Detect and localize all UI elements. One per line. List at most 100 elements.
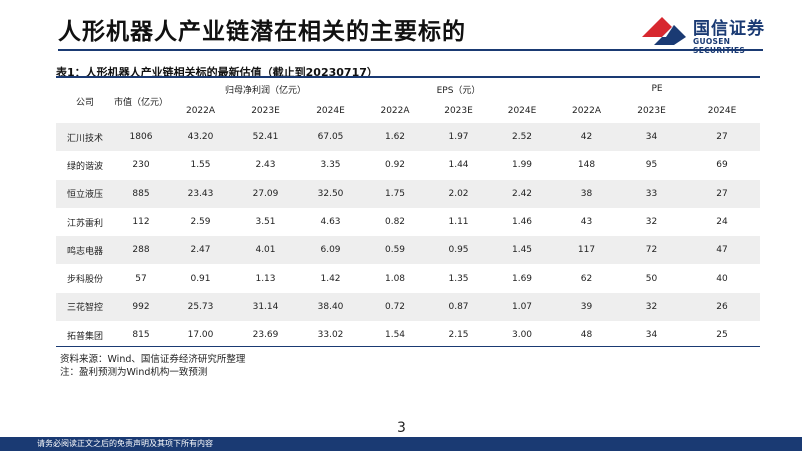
np-cell: 2.43 [233, 151, 298, 180]
table-row: 拓普集团 815 17.00 23.69 33.02 1.54 2.15 3.00 48 34 25 [56, 321, 761, 350]
np-cell: 6.09 [298, 236, 364, 265]
header-year: 2023E [444, 106, 473, 116]
eps-cell: 1.99 [490, 151, 555, 180]
market-cap-cell: 230 [114, 151, 168, 180]
pe-cell: 39 [554, 292, 620, 322]
table-row: 汇川技术 1806 43.20 52.41 67.05 1.62 1.97 2.52 42 34 2… [56, 123, 761, 152]
logo-name-cn: 国信证券 [693, 19, 765, 39]
note-line: 注：盈利预测为Wind机构一致预测 [60, 367, 208, 378]
np-cell: 38.40 [298, 292, 364, 322]
np-cell: 2.47 [168, 236, 233, 265]
table-caption: 表1：人形机器人产业链相关标的最新估值（截止到20230717） [56, 66, 378, 79]
eps-cell: 0.92 [363, 151, 428, 180]
table-row: 绿的谐波 230 1.55 2.43 3.35 0.92 1.44 1.99 148 95 69 [56, 151, 761, 180]
np-cell: 43.20 [168, 123, 233, 152]
eps-cell: 2.52 [490, 123, 555, 152]
pe-cell: 32 [619, 207, 685, 237]
np-cell: 33.02 [298, 321, 364, 350]
footer-disclaimer: 请务必阅读正文之后的免责声明及其项下所有内容 [37, 439, 213, 448]
company-cell: 恒立液压 [56, 179, 114, 208]
market-cap-cell: 57 [114, 264, 168, 293]
header-year: 2024E [507, 106, 537, 116]
np-cell: 3.51 [233, 207, 298, 237]
eps-cell: 1.44 [427, 151, 491, 180]
header-pe: PE [651, 84, 663, 94]
pe-cell: 34 [619, 321, 685, 350]
eps-cell: 3.00 [490, 321, 555, 350]
np-cell: 3.35 [298, 151, 364, 180]
np-cell: 25.73 [168, 292, 233, 322]
page-number: 3 [397, 420, 406, 436]
header-year: 2022A [571, 106, 602, 116]
company-cell: 鸣志电器 [56, 236, 114, 265]
eps-cell: 2.02 [427, 179, 491, 208]
pe-cell: 40 [684, 264, 761, 293]
company-cell: 三花智控 [56, 292, 114, 322]
header-year: 2022A [185, 106, 216, 116]
market-cap-cell: 288 [114, 236, 168, 265]
source-note: 资料来源：Wind、国信证券经济研究所整理 注：盈利预测为Wind机构一致预测 [60, 353, 245, 379]
eps-cell: 0.87 [427, 292, 491, 322]
np-cell: 17.00 [168, 321, 233, 350]
header-year: 2023E [637, 106, 666, 116]
table-row: 恒立液压 885 23.43 27.09 32.50 1.75 2.02 2.42 38 33 27 [56, 179, 761, 208]
table-row: 步科股份 57 0.91 1.13 1.42 1.08 1.35 1.69 62 50 40 [56, 264, 761, 293]
table-row: 鸣志电器 288 2.47 4.01 6.09 0.59 0.95 1.45 117 72 47 [56, 236, 761, 265]
eps-cell: 1.11 [427, 207, 491, 237]
pe-cell: 148 [554, 151, 620, 180]
np-cell: 0.91 [168, 264, 233, 293]
np-cell: 32.50 [298, 179, 364, 208]
pe-cell: 69 [684, 151, 761, 180]
market-cap-cell: 885 [114, 179, 168, 208]
pe-cell: 48 [554, 321, 620, 350]
eps-cell: 0.72 [363, 292, 428, 322]
np-cell: 52.41 [233, 123, 298, 152]
company-logo: 国信证券 GUOSEN SECURITIES [640, 13, 780, 55]
pe-cell: 38 [554, 179, 620, 208]
eps-cell: 1.75 [363, 179, 428, 208]
pe-cell: 95 [619, 151, 685, 180]
np-cell: 67.05 [298, 123, 364, 152]
np-cell: 2.59 [168, 207, 233, 237]
pe-cell: 34 [619, 123, 685, 152]
pe-cell: 117 [554, 236, 620, 265]
header-eps: EPS（元） [436, 85, 481, 96]
eps-cell: 1.97 [427, 123, 491, 152]
np-cell: 4.01 [233, 236, 298, 265]
pe-cell: 72 [619, 236, 685, 265]
header-year: 2024E [316, 106, 345, 116]
table-bottom-rule [56, 346, 760, 347]
pe-cell: 32 [619, 292, 685, 322]
company-cell: 拓普集团 [56, 321, 114, 350]
table-row: 三花智控 992 25.73 31.14 38.40 0.72 0.87 1.07 39 32 26 [56, 292, 761, 322]
pe-cell: 25 [684, 321, 761, 350]
np-cell: 23.43 [168, 179, 233, 208]
market-cap-cell: 1806 [114, 123, 168, 152]
eps-cell: 1.07 [490, 292, 555, 322]
header-market-cap: 市值（亿元） [114, 97, 169, 108]
np-cell: 27.09 [233, 179, 298, 208]
eps-cell: 1.35 [427, 264, 491, 293]
valuation-table: 公司 市值（亿元） 归母净利润（亿元） EPS（元） PE 2022A 2023… [56, 79, 761, 350]
header-company: 公司 [75, 97, 94, 108]
eps-cell: 1.54 [363, 321, 428, 350]
header-net-profit: 归母净利润（亿元） [225, 85, 307, 96]
pe-cell: 43 [554, 207, 620, 237]
company-cell: 汇川技术 [56, 123, 114, 152]
company-cell: 绿的谐波 [56, 151, 114, 180]
pe-cell: 26 [684, 292, 761, 322]
np-cell: 1.55 [168, 151, 233, 180]
company-cell: 步科股份 [56, 264, 114, 293]
eps-cell: 0.59 [363, 236, 428, 265]
eps-cell: 2.15 [427, 321, 491, 350]
eps-cell: 1.69 [490, 264, 555, 293]
market-cap-cell: 112 [114, 207, 168, 237]
np-cell: 4.63 [298, 207, 364, 237]
np-cell: 23.69 [233, 321, 298, 350]
np-cell: 1.13 [233, 264, 298, 293]
source-line: 资料来源：Wind、国信证券经济研究所整理 [60, 354, 246, 365]
eps-cell: 1.62 [363, 123, 428, 152]
logo-mark-icon [642, 17, 686, 45]
header-year: 2024E [707, 106, 737, 116]
page-title: 人形机器人产业链潜在相关的主要标的 [58, 19, 466, 45]
